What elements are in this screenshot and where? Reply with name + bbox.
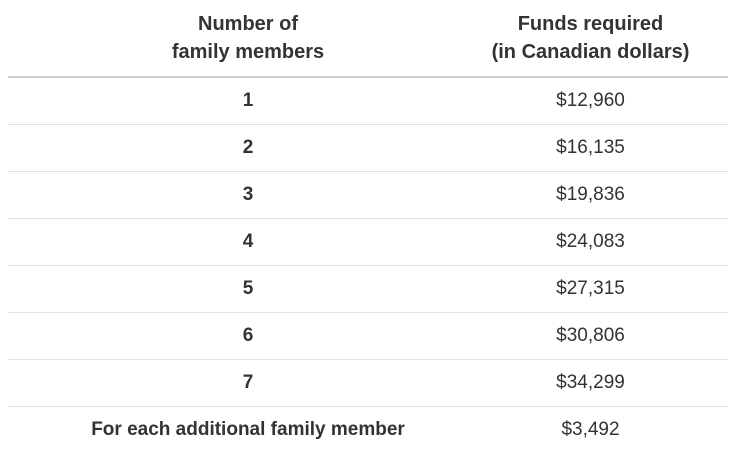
table-row: 2 $16,135 (8, 125, 728, 172)
header-line: Funds required (518, 13, 664, 35)
column-header-funds-required: Funds required (in Canadian dollars) (488, 0, 728, 77)
members-cell: 6 (8, 313, 488, 360)
header-row: Number of family members Funds required … (8, 0, 728, 77)
members-cell: 4 (8, 219, 488, 266)
funds-cell: $12,960 (488, 77, 728, 125)
table-body: 1 $12,960 2 $16,135 3 $19,836 4 $24,083 … (8, 77, 728, 453)
table-row-additional-member: For each additional family member $3,492 (8, 407, 728, 453)
table-row: 6 $30,806 (8, 313, 728, 360)
table-row: 1 $12,960 (8, 77, 728, 125)
members-cell: 7 (8, 360, 488, 407)
members-cell: 5 (8, 266, 488, 313)
funds-required-table: Number of family members Funds required … (8, 0, 728, 453)
header-line: (in Canadian dollars) (492, 41, 690, 63)
funds-cell: $19,836 (488, 172, 728, 219)
column-header-family-members: Number of family members (8, 0, 488, 77)
funds-cell: $3,492 (488, 407, 728, 453)
header-line: family members (172, 41, 324, 63)
table-row: 4 $24,083 (8, 219, 728, 266)
funds-cell: $34,299 (488, 360, 728, 407)
header-line: Number of (198, 13, 298, 35)
funds-cell: $24,083 (488, 219, 728, 266)
table-row: 7 $34,299 (8, 360, 728, 407)
table-row: 5 $27,315 (8, 266, 728, 313)
members-cell: For each additional family member (8, 407, 488, 453)
funds-cell: $16,135 (488, 125, 728, 172)
table-header: Number of family members Funds required … (8, 0, 728, 77)
members-cell: 3 (8, 172, 488, 219)
funds-cell: $30,806 (488, 313, 728, 360)
members-cell: 1 (8, 77, 488, 125)
members-cell: 2 (8, 125, 488, 172)
funds-cell: $27,315 (488, 266, 728, 313)
table-row: 3 $19,836 (8, 172, 728, 219)
